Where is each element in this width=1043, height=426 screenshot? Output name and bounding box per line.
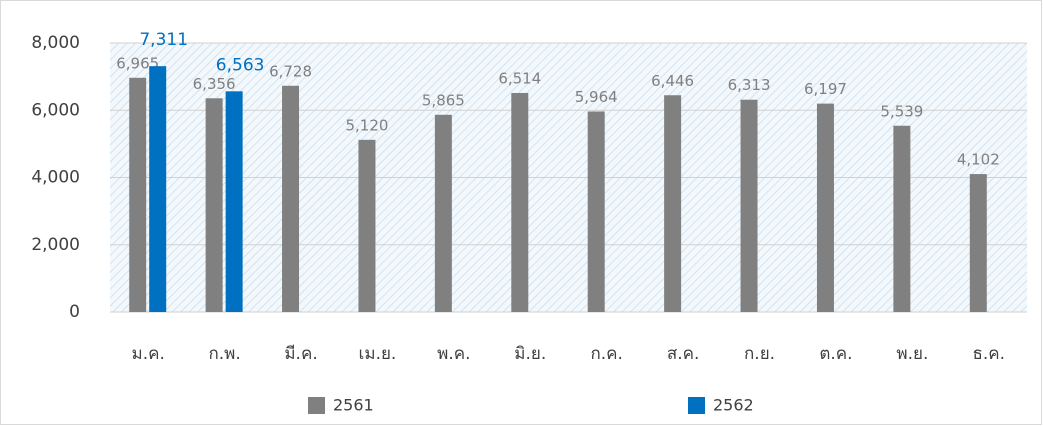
x-tick-label: ก.ค. — [590, 344, 622, 364]
legend-swatch — [308, 397, 325, 414]
y-tick-label: 0 — [69, 302, 80, 322]
data-label: 6,446 — [651, 72, 694, 90]
x-tick-label: มี.ค. — [284, 344, 317, 364]
bar — [205, 98, 223, 312]
data-label: 5,120 — [345, 116, 388, 134]
legend-label: 2561 — [333, 396, 374, 415]
data-label: 5,865 — [422, 91, 465, 109]
y-tick-label: 6,000 — [31, 100, 80, 120]
data-label: 5,964 — [575, 88, 618, 106]
x-tick-label: ก.พ. — [208, 344, 240, 364]
bar — [282, 85, 300, 313]
bar — [511, 92, 529, 312]
bar — [434, 114, 452, 313]
y-tick-label: 2,000 — [31, 235, 80, 255]
data-label: 6,356 — [193, 75, 236, 93]
data-label: 5,539 — [880, 102, 923, 120]
bar — [664, 95, 682, 312]
bar — [225, 91, 243, 312]
bar — [129, 77, 147, 312]
x-tick-label: เม.ย. — [359, 344, 397, 364]
legend-swatch — [688, 397, 705, 414]
data-label: 7,311 — [139, 30, 188, 50]
x-tick-label: ก.ย. — [744, 344, 775, 364]
data-label: 6,514 — [498, 69, 541, 87]
x-tick-label: พ.ย. — [896, 344, 928, 364]
x-tick-label: พ.ค. — [437, 344, 470, 364]
bar — [816, 103, 834, 312]
bar — [587, 111, 605, 312]
y-tick-label: 4,000 — [31, 168, 80, 188]
bar — [149, 66, 167, 312]
bar — [358, 139, 376, 312]
x-tick-label: ม.ค. — [132, 344, 165, 364]
bar — [893, 125, 911, 312]
x-tick-label: ต.ค. — [819, 344, 852, 364]
data-label: 6,313 — [728, 76, 771, 94]
y-tick-label: 8,000 — [31, 33, 80, 53]
data-label: 6,563 — [216, 55, 265, 75]
legend-label: 2562 — [713, 396, 754, 415]
data-label: 4,102 — [957, 151, 1000, 169]
data-label: 6,197 — [804, 80, 847, 98]
bar — [740, 99, 758, 312]
bar — [969, 174, 987, 312]
x-tick-label: มิ.ย. — [514, 344, 546, 364]
data-label: 6,965 — [116, 54, 159, 72]
data-label: 6,728 — [269, 62, 312, 80]
x-tick-label: ธ.ค. — [973, 344, 1006, 364]
x-tick-label: ส.ค. — [667, 344, 700, 364]
